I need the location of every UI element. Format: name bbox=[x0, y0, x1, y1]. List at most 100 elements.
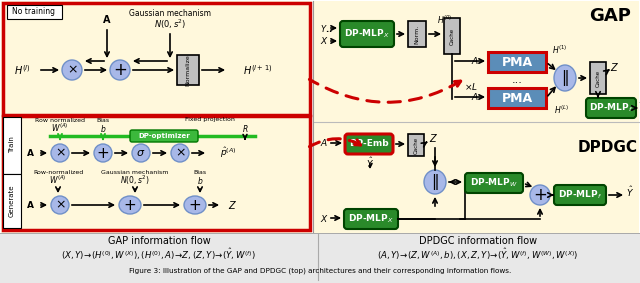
Text: $W^{(A)}$: $W^{(A)}$ bbox=[51, 122, 69, 134]
FancyBboxPatch shape bbox=[465, 173, 523, 193]
Text: PMA: PMA bbox=[501, 91, 532, 104]
FancyBboxPatch shape bbox=[177, 55, 199, 85]
FancyBboxPatch shape bbox=[554, 185, 606, 205]
Text: DP-MLP$_X$: DP-MLP$_X$ bbox=[348, 213, 394, 225]
Circle shape bbox=[171, 144, 189, 162]
Text: Normalize: Normalize bbox=[186, 54, 191, 86]
FancyBboxPatch shape bbox=[314, 1, 639, 233]
Text: $Y$..: $Y$.. bbox=[320, 23, 333, 33]
Circle shape bbox=[62, 60, 82, 80]
Text: $\|$: $\|$ bbox=[561, 68, 569, 88]
Circle shape bbox=[530, 185, 550, 205]
FancyBboxPatch shape bbox=[3, 3, 310, 115]
Text: Figure 3: Illustration of the GAP and DPDGC (top) architectures and their corres: Figure 3: Illustration of the GAP and DP… bbox=[129, 268, 511, 274]
Text: $\times$: $\times$ bbox=[54, 198, 65, 211]
FancyBboxPatch shape bbox=[444, 18, 460, 54]
FancyBboxPatch shape bbox=[344, 209, 398, 229]
Text: $\hat{p}^{(A)}$: $\hat{p}^{(A)}$ bbox=[220, 146, 236, 160]
FancyBboxPatch shape bbox=[3, 117, 21, 174]
Text: $H^{(l+1)}$: $H^{(l+1)}$ bbox=[243, 63, 273, 77]
Text: $\times$: $\times$ bbox=[175, 147, 186, 160]
Text: $\hat{Y}$: $\hat{Y}$ bbox=[638, 98, 640, 112]
Ellipse shape bbox=[554, 65, 576, 91]
Text: Cache: Cache bbox=[449, 27, 454, 44]
Text: $(A,Y)\!\rightarrow\!(Z,W^{(A)},b),(X,Z,Y)\!\rightarrow\!(\hat{Y},W^{(f)},W^{(W): $(A,Y)\!\rightarrow\!(Z,W^{(A)},b),(X,Z,… bbox=[377, 246, 579, 262]
Text: $b$: $b$ bbox=[196, 175, 204, 185]
Text: Norm.: Norm. bbox=[415, 24, 419, 44]
FancyBboxPatch shape bbox=[590, 62, 606, 94]
Circle shape bbox=[94, 144, 112, 162]
Text: $X$: $X$ bbox=[320, 35, 329, 46]
Circle shape bbox=[132, 144, 150, 162]
Text: DPDGC information flow: DPDGC information flow bbox=[419, 236, 537, 246]
Text: $A$: $A$ bbox=[471, 55, 479, 67]
Text: Gaussian mechanism: Gaussian mechanism bbox=[101, 170, 169, 175]
Text: $X$: $X$ bbox=[320, 213, 329, 224]
Text: $W^{(A)}$: $W^{(A)}$ bbox=[49, 174, 67, 186]
Text: $Z$: $Z$ bbox=[228, 199, 237, 211]
Text: $H^{(L)}$: $H^{(L)}$ bbox=[554, 104, 570, 116]
FancyBboxPatch shape bbox=[345, 134, 393, 154]
Text: PMA: PMA bbox=[501, 55, 532, 68]
FancyBboxPatch shape bbox=[0, 233, 640, 283]
FancyBboxPatch shape bbox=[488, 52, 546, 72]
FancyBboxPatch shape bbox=[7, 5, 62, 19]
Text: DP-Emb: DP-Emb bbox=[349, 140, 389, 149]
Text: DP-MLP$_W$: DP-MLP$_W$ bbox=[470, 177, 518, 189]
Text: ...: ... bbox=[511, 75, 522, 85]
Text: $\mathbf{A}$: $\mathbf{A}$ bbox=[26, 200, 35, 211]
Text: DP-MLP$_X$: DP-MLP$_X$ bbox=[344, 28, 390, 40]
Text: Bias: Bias bbox=[193, 170, 207, 175]
Text: Gaussian mechanism: Gaussian mechanism bbox=[129, 8, 211, 18]
Text: No training: No training bbox=[13, 8, 56, 16]
Ellipse shape bbox=[424, 170, 446, 194]
FancyBboxPatch shape bbox=[408, 134, 424, 156]
Text: $A$: $A$ bbox=[471, 91, 479, 102]
Text: $\mathbf{A}$: $\mathbf{A}$ bbox=[26, 147, 35, 158]
Text: $+$: $+$ bbox=[124, 198, 136, 213]
Text: $Z$: $Z$ bbox=[429, 132, 438, 144]
Text: DP-optimizer: DP-optimizer bbox=[138, 133, 190, 139]
FancyBboxPatch shape bbox=[340, 21, 394, 47]
Text: $H^{(0)}$: $H^{(0)}$ bbox=[437, 14, 452, 26]
FancyBboxPatch shape bbox=[488, 88, 546, 108]
Text: $+$: $+$ bbox=[113, 61, 127, 79]
Text: $N(0,s^2)$: $N(0,s^2)$ bbox=[154, 17, 186, 31]
FancyBboxPatch shape bbox=[408, 21, 426, 47]
Text: $Z$: $Z$ bbox=[611, 61, 620, 73]
Ellipse shape bbox=[119, 196, 141, 214]
Text: DPDGC: DPDGC bbox=[578, 140, 638, 155]
Text: $H^{(l)}$: $H^{(l)}$ bbox=[13, 63, 30, 77]
Text: $N(0,s^2)$: $N(0,s^2)$ bbox=[120, 173, 150, 187]
Text: DP-MLP$_f$: DP-MLP$_f$ bbox=[558, 189, 602, 201]
Text: Row normalized: Row normalized bbox=[35, 117, 85, 123]
Text: Generate: Generate bbox=[9, 185, 15, 217]
Text: $\hat{Y}$: $\hat{Y}$ bbox=[366, 156, 374, 170]
Text: Fixed projection: Fixed projection bbox=[185, 117, 235, 123]
Text: $(X,Y)\!\rightarrow\!(H^{(0)},W^{(X)}),(H^{(0)},A)\!\rightarrow\!Z,(Z,Y)\!\right: $(X,Y)\!\rightarrow\!(H^{(0)},W^{(X)}),(… bbox=[61, 246, 257, 262]
Text: $\mathbf{A}$: $\mathbf{A}$ bbox=[102, 13, 112, 25]
Text: $+$: $+$ bbox=[188, 198, 202, 213]
Text: GAP: GAP bbox=[589, 7, 631, 25]
Text: $\times$: $\times$ bbox=[67, 63, 77, 76]
Text: Train: Train bbox=[9, 137, 15, 153]
FancyBboxPatch shape bbox=[3, 116, 310, 230]
Text: Cache: Cache bbox=[595, 69, 600, 87]
Text: $\times$: $\times$ bbox=[54, 147, 65, 160]
FancyBboxPatch shape bbox=[1, 1, 312, 233]
FancyBboxPatch shape bbox=[3, 174, 21, 228]
Circle shape bbox=[51, 196, 69, 214]
FancyBboxPatch shape bbox=[586, 98, 636, 118]
Circle shape bbox=[51, 144, 69, 162]
Text: $R$: $R$ bbox=[242, 123, 248, 134]
Text: $\sigma$: $\sigma$ bbox=[136, 148, 146, 158]
Text: $b$: $b$ bbox=[100, 123, 106, 134]
Text: DP-MLP$_f$: DP-MLP$_f$ bbox=[589, 102, 633, 114]
Text: $\times L$: $\times L$ bbox=[464, 80, 478, 91]
Circle shape bbox=[110, 60, 130, 80]
Text: GAP information flow: GAP information flow bbox=[108, 236, 211, 246]
Text: Cache: Cache bbox=[413, 136, 419, 154]
Text: Bias: Bias bbox=[97, 117, 109, 123]
Text: $\hat{Y}$: $\hat{Y}$ bbox=[626, 185, 634, 199]
Text: $+$: $+$ bbox=[533, 186, 547, 204]
